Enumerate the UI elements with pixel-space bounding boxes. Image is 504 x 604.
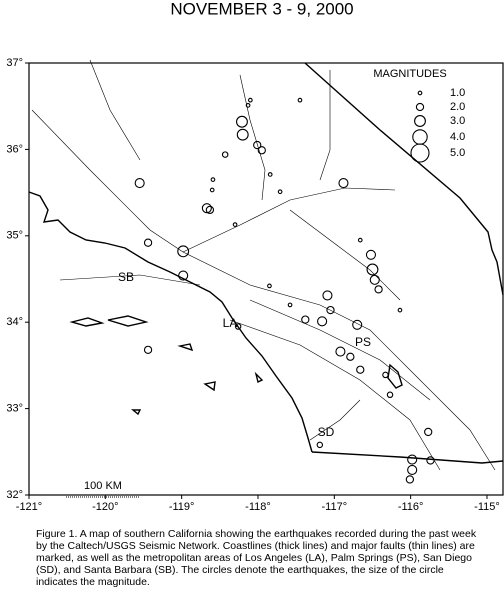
fault (289, 209, 401, 301)
earthquake (346, 352, 355, 361)
fault (229, 319, 441, 471)
legend-circle (414, 115, 426, 127)
earthquake (210, 177, 216, 182)
place-label: SB (118, 270, 134, 284)
coastlines (28, 62, 504, 464)
y-tick-label: 32° (6, 489, 23, 501)
earthquake (236, 115, 248, 128)
earthquake (365, 249, 377, 260)
earthquake (234, 323, 242, 330)
earthquake (374, 285, 383, 294)
map: NOVEMBER 3 - 9, 2000 100 KM MAGNITUDES -… (6, 0, 504, 513)
earthquake (267, 283, 272, 289)
earthquake (424, 427, 433, 437)
legend-label: 1.0 (450, 87, 465, 99)
legend-title: MAGNITUDES (373, 68, 446, 80)
earthquake (322, 290, 333, 301)
earthquake (407, 464, 418, 475)
earthquake (407, 454, 418, 465)
map-title: NOVEMBER 3 - 9, 2000 (170, 0, 353, 18)
earthquake (356, 365, 365, 374)
earthquake (369, 274, 380, 285)
earthquake (277, 189, 283, 195)
earthquake (257, 146, 266, 155)
earthquake (267, 172, 273, 177)
earthquake (221, 151, 229, 158)
islands (69, 315, 264, 416)
legend-circle (412, 129, 428, 145)
y-tick-label: 35° (6, 230, 23, 242)
fault (182, 187, 396, 253)
place-label: LA (223, 316, 238, 330)
legend-label: 3.0 (450, 115, 465, 127)
fault (239, 74, 266, 201)
y-tick-label: 36° (6, 143, 23, 155)
y-tick-label: 34° (6, 316, 23, 328)
legend-circle (417, 90, 423, 96)
fault (249, 299, 431, 401)
earthquake (134, 178, 145, 189)
legend-label: 2.0 (450, 101, 465, 113)
earthquake (382, 371, 389, 379)
coastline (28, 191, 313, 453)
earthquake (366, 263, 379, 276)
earthquake (405, 475, 415, 484)
earthquake (397, 307, 403, 313)
earthquake (335, 346, 346, 357)
earthquake (248, 97, 253, 103)
border (311, 451, 504, 464)
earthquake (177, 245, 190, 258)
fault (89, 59, 141, 161)
map-frame (28, 62, 504, 496)
earthquake (297, 97, 303, 103)
scale-label: 100 KM (84, 480, 122, 492)
earthquake (386, 391, 394, 399)
earthquake (287, 302, 293, 308)
legend-label: 5.0 (450, 147, 465, 159)
legend-circle (415, 102, 425, 112)
earthquake (352, 319, 363, 330)
earthquake (236, 128, 249, 141)
earthquake (357, 237, 363, 243)
earthquake (338, 178, 349, 189)
x-tick-label: -118° (245, 501, 271, 513)
y-tick-label: 37° (6, 57, 23, 69)
caption: Figure 1. A map of southern California s… (36, 528, 477, 588)
earthquake (245, 102, 251, 108)
x-tick-label: -115° (474, 501, 500, 513)
x-tick-label: -120° (92, 501, 118, 513)
earthquake (209, 187, 215, 193)
fault (319, 70, 331, 181)
y-tick-label: 33° (6, 403, 23, 415)
place-label: PS (355, 335, 371, 349)
x-tick-label: -119° (169, 501, 195, 513)
legend-circle (410, 143, 430, 163)
earthquake (301, 315, 310, 324)
earthquake (326, 305, 335, 315)
faults (31, 59, 496, 471)
state-line (304, 62, 504, 296)
earthquake (143, 238, 153, 247)
earthquake (178, 270, 189, 281)
earthquake (143, 345, 153, 354)
fault (59, 274, 201, 286)
earthquake (317, 316, 328, 327)
x-tick-label: -117° (322, 501, 348, 513)
earthquake (426, 456, 435, 465)
fault (309, 399, 361, 441)
fault (31, 109, 496, 471)
place-label: SD (318, 425, 335, 439)
legend-label: 4.0 (450, 131, 465, 143)
earthquake (253, 140, 262, 150)
earthquake (316, 441, 324, 449)
earthquake (232, 222, 238, 227)
x-tick-label: -116° (398, 501, 424, 513)
x-tick-label: -121° (16, 501, 42, 513)
earthquake (205, 205, 215, 215)
